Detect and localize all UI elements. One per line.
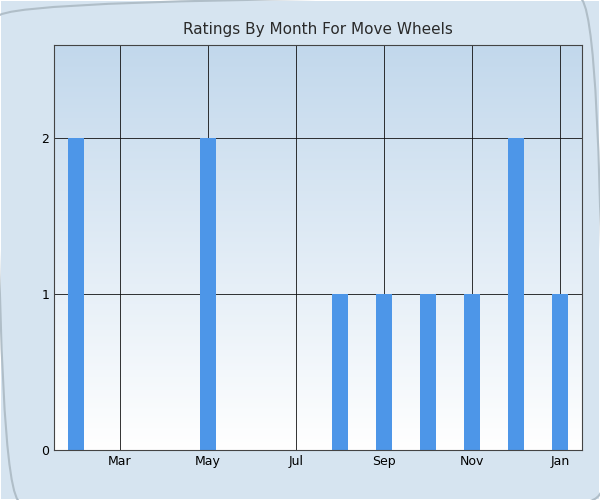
- Bar: [68, 138, 83, 450]
- Bar: [332, 294, 348, 450]
- Bar: [464, 294, 480, 450]
- Bar: [376, 294, 392, 450]
- Bar: [508, 138, 524, 450]
- Bar: [420, 294, 436, 450]
- Bar: [200, 138, 216, 450]
- Title: Ratings By Month For Move Wheels: Ratings By Month For Move Wheels: [183, 22, 453, 37]
- Bar: [552, 294, 568, 450]
